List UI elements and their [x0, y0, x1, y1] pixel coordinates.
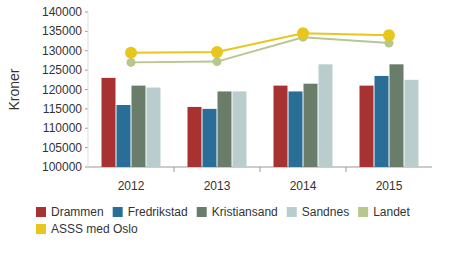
legend-label: Fredrikstad — [128, 205, 188, 219]
chart: 100000 105000 110000 115000 120000 125000 1300… — [0, 0, 450, 253]
x-tick — [346, 167, 347, 172]
bar — [132, 86, 146, 167]
line-marker — [213, 57, 222, 66]
legend-label: Sandnes — [302, 205, 349, 219]
legend-item: Kristiansand — [197, 205, 278, 219]
legend-label: Landet — [373, 205, 410, 219]
bar — [360, 86, 374, 167]
x-tick — [174, 167, 175, 172]
legend-swatch — [197, 207, 207, 217]
line-marker — [125, 47, 137, 59]
y-tick-label: 140000 — [42, 5, 82, 19]
y-tick-label: 120000 — [42, 83, 82, 97]
line — [131, 37, 389, 62]
bar — [233, 91, 247, 167]
bar — [203, 109, 217, 167]
bar — [147, 88, 161, 167]
y-tick-label: 115000 — [43, 102, 82, 116]
y-axis-label: Kroner — [6, 68, 22, 110]
legend-label: ASSS med Oslo — [51, 222, 138, 236]
legend-swatch — [287, 207, 297, 217]
y-tick-label: 110000 — [43, 121, 82, 135]
bar — [274, 86, 288, 167]
legend-item: Sandnes — [287, 205, 349, 219]
x-tick-label: 2013 — [204, 179, 231, 193]
y-tick-label: 100000 — [42, 160, 82, 174]
legend-swatch — [358, 207, 368, 217]
bar — [289, 91, 303, 167]
legend-label: Drammen — [51, 205, 104, 219]
x-tick-label: 2012 — [118, 179, 145, 193]
y-tick-label: 130000 — [42, 44, 82, 58]
legend-item: ASSS med Oslo — [36, 222, 138, 236]
y-tick-label: 135000 — [42, 24, 82, 38]
bar — [375, 76, 389, 167]
y-axis — [88, 12, 89, 167]
line-marker — [127, 58, 136, 67]
line-marker — [297, 27, 309, 39]
legend-item: Landet — [358, 205, 410, 219]
line-marker — [383, 29, 395, 41]
bar — [102, 78, 116, 167]
bar — [188, 107, 202, 167]
x-tick-label: 2014 — [290, 179, 317, 193]
legend-swatch — [36, 207, 46, 217]
legend-item: Fredrikstad — [113, 205, 188, 219]
bar — [304, 84, 318, 167]
y-tick-label: 105000 — [42, 141, 82, 155]
bar — [390, 64, 404, 167]
bar — [218, 91, 232, 167]
legend-item: Drammen — [36, 205, 104, 219]
legend-swatch — [36, 224, 46, 234]
bar — [117, 105, 131, 167]
line — [131, 33, 389, 52]
bar — [319, 64, 333, 167]
line-marker — [211, 46, 223, 58]
x-tick-label: 2015 — [376, 179, 403, 193]
x-tick — [260, 167, 261, 172]
legend-label: Kristiansand — [212, 205, 278, 219]
y-tick-label: 125000 — [42, 63, 82, 77]
legend-swatch — [113, 207, 123, 217]
bar — [405, 80, 419, 167]
plot-area — [102, 27, 419, 167]
